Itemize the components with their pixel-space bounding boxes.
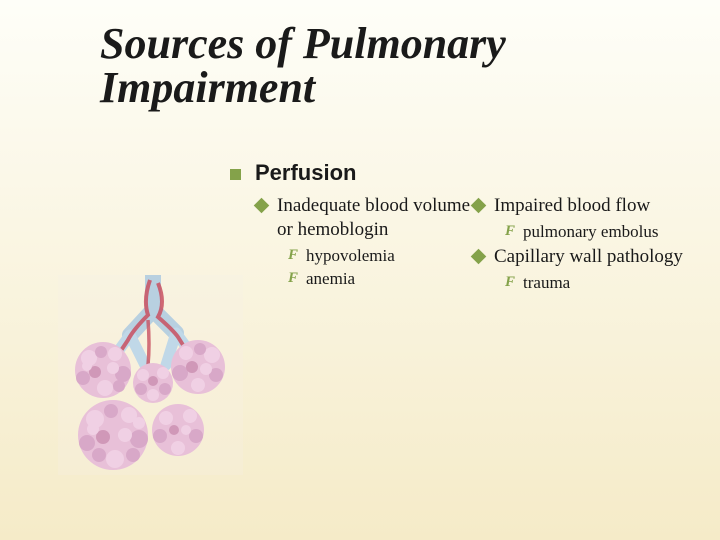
level3-text: pulmonary embolus [523, 222, 659, 242]
diamond-bullet-icon [471, 248, 487, 264]
script-f-bullet-icon: F [505, 273, 515, 293]
level2-text: Impaired blood flow [494, 194, 650, 218]
level2-item: Impaired blood flow [473, 194, 690, 218]
level1-item: Perfusion [230, 160, 690, 186]
title-line-1: Sources of Pulmonary [100, 19, 506, 68]
script-f-bullet-icon: F [288, 269, 298, 289]
title-line-2: Impairment [100, 63, 315, 112]
level2-item: Inadequate blood volume or hemoblogin [256, 194, 473, 242]
level3-text: trauma [523, 273, 570, 293]
left-column: Inadequate blood volume or hemoblogin F … [256, 194, 473, 296]
level3-text: hypovolemia [306, 246, 395, 266]
level2-text: Inadequate blood volume or hemoblogin [277, 194, 473, 242]
content-area: Perfusion Inadequate blood volume or hem… [230, 160, 690, 296]
level3-text: anemia [306, 269, 355, 289]
two-columns: Inadequate blood volume or hemoblogin F … [256, 194, 690, 296]
level3-item: F trauma [505, 273, 690, 293]
level3-item: F hypovolemia [288, 246, 473, 266]
level2-text: Capillary wall pathology [494, 245, 683, 269]
script-f-bullet-icon: F [505, 222, 515, 242]
diamond-bullet-icon [471, 198, 487, 214]
square-bullet-icon [230, 169, 241, 180]
diamond-bullet-icon [254, 198, 270, 214]
right-column: Impaired blood flow F pulmonary embolus … [473, 194, 690, 296]
level3-item: F anemia [288, 269, 473, 289]
level2-item: Capillary wall pathology [473, 245, 690, 269]
script-f-bullet-icon: F [288, 246, 298, 266]
slide-title: Sources of Pulmonary Impairment [100, 22, 506, 110]
level3-item: F pulmonary embolus [505, 222, 690, 242]
alveoli-illustration-icon [58, 275, 243, 475]
level1-text: Perfusion [255, 160, 356, 186]
